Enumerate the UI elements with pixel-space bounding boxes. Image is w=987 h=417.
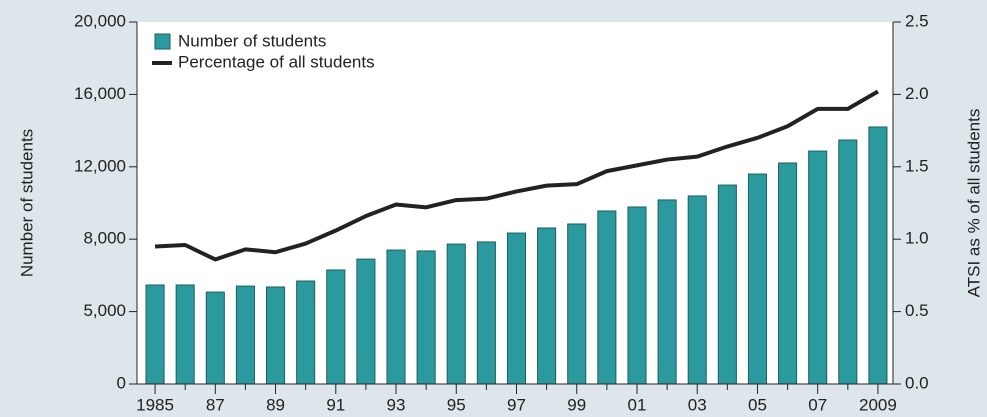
bar bbox=[687, 195, 707, 385]
bar bbox=[597, 210, 617, 385]
y2-tick-label: 1.5 bbox=[905, 156, 929, 175]
x-tick-label: 93 bbox=[387, 395, 406, 414]
x-tick-label: 99 bbox=[567, 395, 586, 414]
y2-tick-label: 0.0 bbox=[905, 373, 929, 392]
bar bbox=[476, 241, 496, 385]
y-tick-label: 16,000 bbox=[74, 84, 126, 103]
bar bbox=[356, 258, 376, 385]
bar bbox=[266, 286, 286, 385]
bar bbox=[747, 173, 767, 385]
bar bbox=[627, 206, 647, 385]
y2-tick-label: 2.0 bbox=[905, 84, 929, 103]
y-tick-label: 0 bbox=[117, 373, 126, 392]
bar bbox=[778, 162, 798, 385]
y2-tick-label: 2.5 bbox=[905, 11, 929, 30]
x-tick-label: 97 bbox=[507, 395, 526, 414]
x-tick-label: 07 bbox=[808, 395, 827, 414]
y2-axis-title: ATSI as % of all students bbox=[964, 109, 983, 298]
bar bbox=[717, 184, 737, 385]
bar bbox=[326, 269, 346, 385]
bar bbox=[868, 126, 888, 385]
bar bbox=[175, 284, 195, 385]
bar bbox=[808, 150, 828, 385]
bar bbox=[296, 280, 316, 385]
y-tick-label: 5,000 bbox=[83, 301, 126, 320]
y-tick-label: 12,000 bbox=[74, 156, 126, 175]
bar bbox=[145, 284, 165, 385]
legend-swatch bbox=[154, 33, 171, 50]
bar bbox=[386, 249, 406, 385]
bar bbox=[567, 223, 587, 385]
y-tick-label: 20,000 bbox=[74, 11, 126, 30]
y2-tick-label: 1.0 bbox=[905, 229, 929, 248]
bar bbox=[235, 285, 255, 385]
x-tick-label: 01 bbox=[628, 395, 647, 414]
x-tick-label: 89 bbox=[266, 395, 285, 414]
bar bbox=[446, 243, 466, 385]
bar bbox=[537, 227, 557, 385]
y2-tick-label: 0.5 bbox=[905, 301, 929, 320]
x-tick-label: 05 bbox=[748, 395, 767, 414]
legend-label: Number of students bbox=[178, 31, 326, 50]
x-tick-label: 95 bbox=[447, 395, 466, 414]
x-tick-label: 2009 bbox=[859, 395, 897, 414]
bar bbox=[205, 291, 225, 385]
x-tick-label: 1985 bbox=[136, 395, 174, 414]
x-tick-label: 91 bbox=[326, 395, 345, 414]
bar bbox=[506, 232, 527, 385]
legend-label: Percentage of all students bbox=[178, 52, 375, 71]
x-tick-label: 03 bbox=[688, 395, 707, 414]
y-tick-label: 8,000 bbox=[83, 229, 126, 248]
bar bbox=[838, 139, 858, 385]
y-axis-title: Number of students bbox=[17, 129, 36, 277]
line bbox=[154, 89, 879, 262]
x-tick-label: 87 bbox=[206, 395, 225, 414]
bar bbox=[657, 199, 677, 385]
bar bbox=[416, 250, 436, 385]
